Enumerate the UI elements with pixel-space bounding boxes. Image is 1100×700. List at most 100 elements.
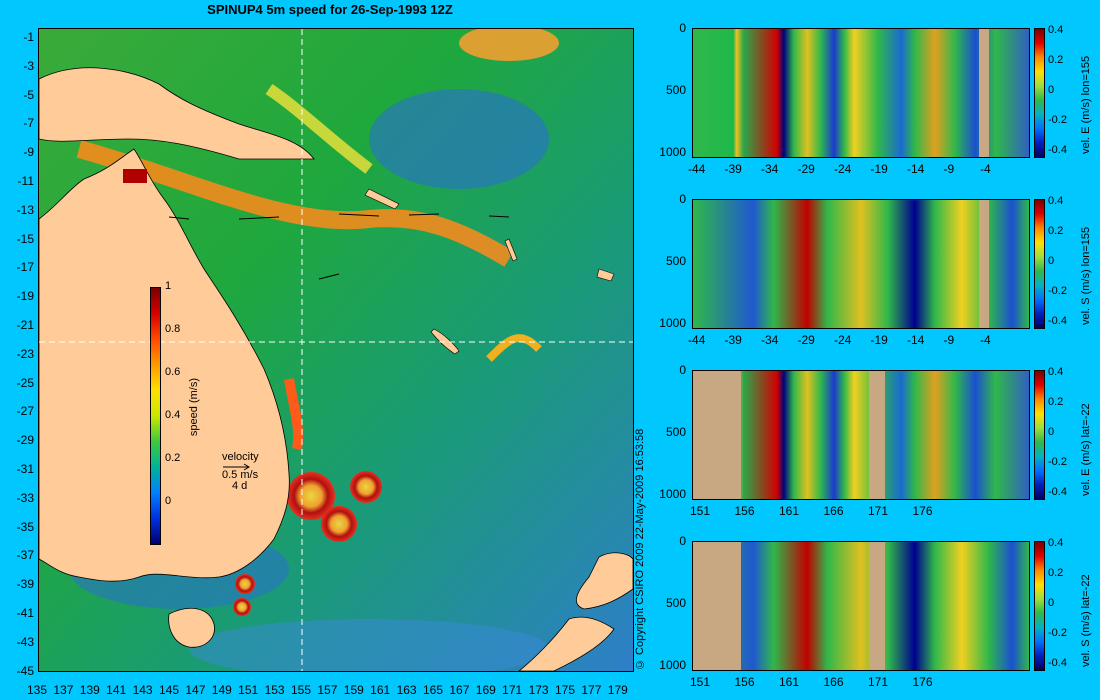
- map-y-tick: -13: [16, 202, 34, 217]
- section-colorbar-tick: -0.2: [1048, 627, 1067, 639]
- speed-colorbar: [150, 287, 161, 545]
- section-x-tick: -4: [980, 333, 991, 347]
- section-y-tick: 1000: [659, 145, 686, 159]
- section-y-tick: 1000: [659, 487, 686, 501]
- section-land: [869, 371, 885, 499]
- map-y-tick: -35: [16, 519, 34, 534]
- map-x-tick: 155: [290, 683, 312, 697]
- section-y-tick: 1000: [659, 658, 686, 672]
- section-colorbar-tick: 0.4: [1048, 366, 1064, 378]
- section-colorbar-tick: -0.4: [1048, 315, 1067, 327]
- section-x-tick: -19: [870, 333, 888, 347]
- velocity-key-speed: 0.5 m/s: [222, 469, 259, 481]
- section-x-tick: -39: [724, 162, 742, 176]
- map-x-tick: 171: [502, 683, 523, 697]
- speed-colorbar-tick: 0.2: [165, 452, 181, 464]
- section-x-tick: -34: [761, 162, 779, 176]
- speed-colorbar-tick: 0.8: [165, 323, 181, 335]
- section-x-tick: -39: [724, 333, 742, 347]
- section-x-tick: -44: [688, 162, 706, 176]
- section-colorbar-tick: 0.2: [1048, 225, 1064, 237]
- section-y-tick: 500: [665, 83, 686, 97]
- section-colorbar-tick: 0: [1048, 84, 1055, 96]
- map-x-tick: 143: [132, 683, 153, 697]
- map-y-tick: -31: [16, 462, 34, 476]
- section-ylabel: vel. S (m/s) lon=155: [1080, 226, 1092, 325]
- section-x-tick: -4: [980, 162, 991, 176]
- map-y-tick: -19: [16, 289, 34, 304]
- section-y-tick: 0: [679, 21, 686, 35]
- section-land: [869, 542, 885, 670]
- section-x-tick: 151: [690, 675, 711, 689]
- map-x-tick: 135: [26, 683, 48, 697]
- speed-colorbar-tick: 0: [165, 495, 172, 507]
- section-y-tick: 0: [679, 534, 686, 548]
- section-x-tick: -14: [907, 162, 925, 176]
- section-y-tick: 500: [665, 425, 686, 439]
- section-x-tick: 166: [823, 504, 844, 518]
- map-x-tick: 175: [554, 683, 576, 697]
- section-x-tick: 161: [779, 675, 800, 689]
- speed-colorbar-label: speed (m/s): [188, 378, 200, 437]
- map-y-tick: -3: [23, 58, 34, 73]
- map-y-tick: -21: [16, 318, 34, 332]
- section-colorbar-tick: 0: [1048, 255, 1055, 267]
- section-y-tick: 500: [665, 596, 686, 610]
- section-colorbar: [1034, 199, 1045, 329]
- section-colorbar-tick: 0: [1048, 597, 1055, 609]
- map-x-tick: 139: [79, 683, 100, 697]
- section-x-tick: -14: [907, 333, 925, 347]
- section-colorbar-tick: 0.2: [1048, 567, 1064, 579]
- section-x-tick: 161: [779, 504, 800, 518]
- section-colorbar-tick: 0.2: [1048, 54, 1064, 66]
- map-x-tick: 153: [264, 683, 285, 697]
- section-colorbar-tick: -0.4: [1048, 657, 1067, 669]
- section-y-tick: 0: [679, 363, 686, 377]
- section-x-tick: -29: [797, 162, 815, 176]
- section-x-tick: -24: [834, 333, 852, 347]
- map-x-tick: 159: [343, 683, 364, 697]
- velocity-key-label: velocity: [222, 451, 259, 463]
- map-x-tick: 137: [53, 683, 74, 697]
- map-x-tick: 167: [449, 683, 470, 697]
- map-x-tick: 157: [317, 683, 338, 697]
- section-land: [693, 371, 741, 499]
- map-x-tick: 165: [422, 683, 444, 697]
- map-y-tick: -25: [16, 375, 34, 390]
- section-y-tick: 0: [679, 192, 686, 206]
- map-y-tick: -27: [16, 404, 34, 419]
- map-x-tick: 141: [106, 683, 127, 697]
- section-colorbar-tick: -0.4: [1048, 144, 1067, 156]
- section-colorbar-tick: 0.2: [1048, 396, 1064, 408]
- section-ylabel: vel. E (m/s) lat=-22: [1080, 403, 1092, 496]
- map-x-tick: 169: [475, 683, 496, 697]
- section-colorbar: [1034, 28, 1045, 158]
- map-y-tick: -41: [16, 606, 34, 620]
- section-colorbar-tick: -0.2: [1048, 114, 1067, 126]
- section-colorbar-tick: 0: [1048, 426, 1055, 438]
- speed-map: [38, 28, 634, 672]
- speed-map-svg: [39, 29, 633, 671]
- section-x-tick: -44: [688, 333, 706, 347]
- chart-title: SPINUP4 5m speed for 26-Sep-1993 12Z: [207, 2, 453, 17]
- section-x-tick: -19: [870, 162, 888, 176]
- section-x-tick: -34: [761, 333, 779, 347]
- section-colorbar-tick: -0.2: [1048, 456, 1067, 468]
- map-x-tick: 173: [528, 683, 549, 697]
- section-x-tick: 166: [823, 675, 844, 689]
- map-y-tick: -15: [16, 231, 34, 246]
- map-y-tick: -45: [16, 663, 34, 678]
- section-land: [979, 200, 989, 328]
- map-y-tick: -11: [17, 174, 34, 188]
- section-land: [979, 29, 989, 157]
- map-x-tick: 151: [238, 683, 259, 697]
- section-panel: [692, 370, 1030, 500]
- section-x-tick: 171: [868, 504, 889, 518]
- map-y-tick: -1: [23, 30, 34, 44]
- section-panel: [692, 199, 1030, 329]
- map-y-tick: -29: [16, 433, 34, 448]
- section-ylabel: vel. E (m/s) lon=155: [1080, 55, 1092, 154]
- map-x-tick: 149: [211, 683, 232, 697]
- section-colorbar: [1034, 541, 1045, 671]
- section-ylabel: vel. S (m/s) lat=-22: [1080, 574, 1092, 667]
